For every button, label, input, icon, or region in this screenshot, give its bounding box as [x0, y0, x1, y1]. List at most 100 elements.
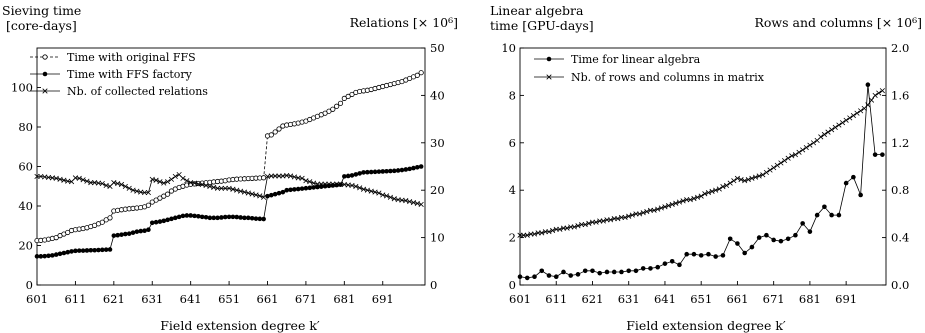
data-point — [368, 188, 374, 194]
series-layer — [517, 82, 885, 281]
data-point — [130, 187, 136, 193]
data-point — [851, 174, 856, 180]
data-point — [360, 186, 367, 192]
data-point — [123, 231, 128, 237]
data-point — [165, 191, 171, 197]
data-point — [311, 180, 317, 186]
data-point — [84, 178, 90, 184]
data-point — [303, 185, 309, 191]
data-point — [342, 174, 347, 179]
data-point — [53, 175, 59, 181]
series-nb-of-collected-relations — [34, 171, 424, 208]
data-point — [399, 167, 405, 173]
data-point — [384, 193, 390, 199]
legend-item: Time with original FFS — [30, 51, 196, 64]
data-point — [597, 270, 603, 276]
data-point — [249, 191, 255, 197]
data-point — [364, 187, 370, 193]
x-tick-label: 641 — [180, 292, 202, 306]
data-point — [100, 247, 105, 253]
data-point — [214, 185, 221, 191]
data-point — [280, 189, 286, 195]
data-point — [411, 165, 416, 171]
data-point — [796, 149, 802, 155]
data-point — [633, 268, 639, 274]
data-point — [843, 180, 849, 186]
data-point — [793, 232, 798, 238]
data-point — [215, 215, 220, 221]
data-point — [403, 198, 409, 204]
data-point — [764, 232, 769, 238]
legend-marker — [42, 71, 48, 77]
data-point — [265, 193, 270, 199]
data-point — [145, 189, 151, 196]
data-point — [276, 190, 282, 196]
data-point — [742, 250, 747, 256]
x-tick-label: 631 — [618, 292, 640, 306]
y-right-tick-label: 1.2 — [891, 136, 909, 150]
data-point — [222, 185, 228, 191]
right-axis-title: Rows and columns [× 10⁶] — [755, 15, 923, 30]
data-point — [149, 176, 155, 182]
data-point — [57, 176, 63, 182]
data-point — [880, 152, 885, 157]
data-point — [218, 185, 224, 191]
data-point — [191, 180, 198, 186]
data-point — [92, 247, 97, 253]
x-axis-label: Field extension degree k′ — [160, 318, 320, 333]
axes: 601 611 621 631 641 651 661 671 681 691 0 2 4 6 8 10 0.0… — [501, 41, 909, 306]
left-title-line-2: time [GPU-days] — [490, 18, 594, 33]
data-point — [257, 193, 263, 199]
data-point — [199, 181, 205, 188]
data-point — [34, 173, 40, 180]
data-point — [619, 269, 624, 275]
data-point — [669, 201, 675, 208]
data-point — [361, 170, 366, 175]
data-point — [734, 175, 741, 181]
y-right-tick-label: 1.6 — [891, 88, 909, 102]
data-point — [234, 214, 240, 220]
data-point — [211, 184, 217, 190]
data-point — [207, 215, 213, 221]
data-point — [716, 186, 722, 192]
data-point — [165, 179, 171, 185]
y-left-tick-label: 0 — [26, 278, 33, 292]
sieving-chart: Sieving time [core-days] Relations [× 10… — [2, 3, 458, 333]
x-tick-label: 691 — [372, 292, 394, 306]
data-point — [76, 248, 82, 253]
data-point — [107, 215, 113, 221]
data-point — [571, 224, 577, 230]
data-point — [311, 185, 316, 190]
data-point — [745, 176, 751, 183]
data-point — [561, 269, 566, 275]
data-point — [307, 185, 313, 191]
y-right-tick-label: 0 — [430, 278, 437, 292]
data-point — [46, 253, 51, 259]
data-point — [88, 247, 94, 253]
data-point — [345, 173, 351, 179]
data-point — [126, 185, 132, 191]
data-point — [407, 166, 412, 172]
data-point — [637, 211, 643, 217]
data-point — [415, 164, 420, 170]
series-time-for-linear-algebra — [517, 82, 885, 281]
series-line — [520, 90, 883, 236]
data-point — [843, 117, 849, 123]
y-right-tick-label: 0.0 — [891, 278, 909, 292]
data-point — [836, 212, 842, 218]
data-point — [287, 173, 294, 179]
data-point — [372, 189, 378, 195]
x-axis-label: Field extension degree k′ — [626, 318, 786, 333]
data-point — [658, 205, 664, 211]
data-point — [575, 272, 581, 277]
data-point — [876, 90, 882, 96]
data-point — [756, 173, 762, 179]
data-point — [157, 219, 163, 224]
data-point — [165, 217, 170, 223]
data-point — [196, 213, 201, 219]
data-point — [742, 178, 748, 184]
data-point — [211, 215, 217, 221]
data-point — [850, 112, 856, 119]
x-tick-label: 671 — [295, 292, 317, 306]
data-point — [414, 200, 420, 207]
